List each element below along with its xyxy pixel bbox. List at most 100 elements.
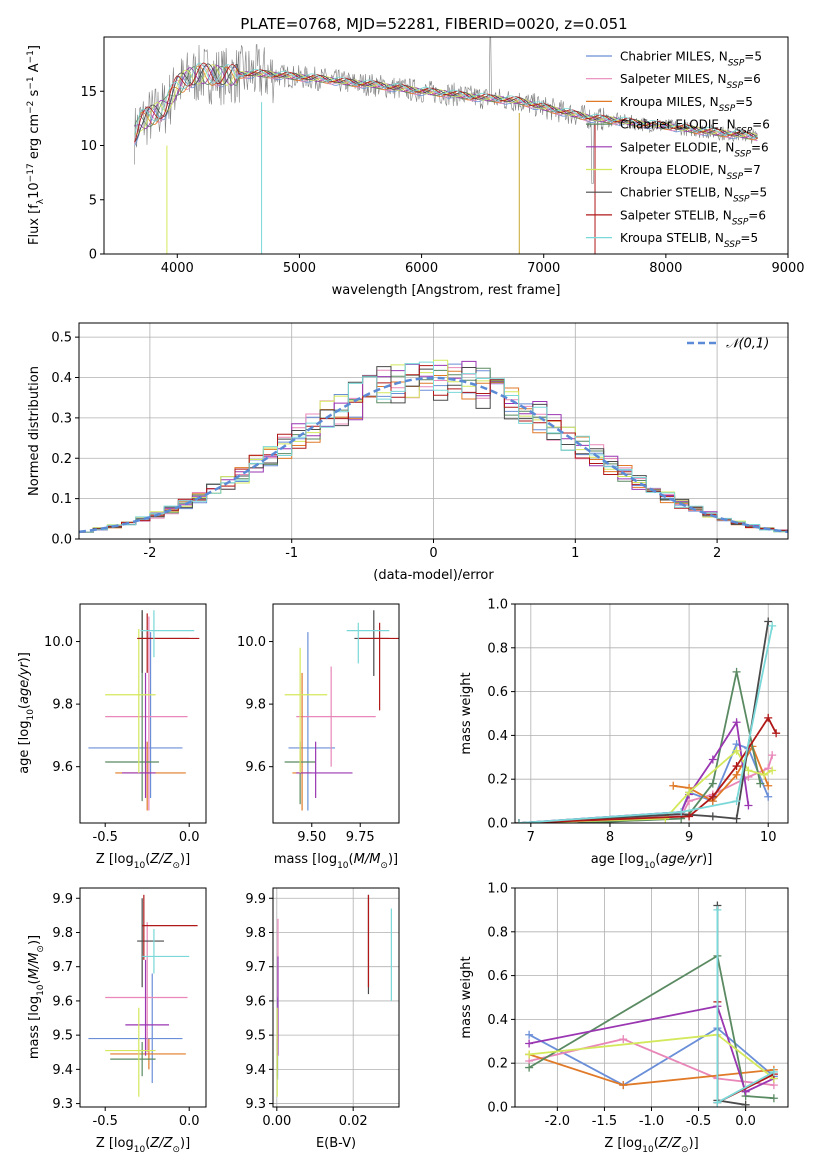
weight_vs_age-panel: 7 8 9 10 0.0 0.2 0.4 0.6 0.8 1.0 age [log10(age/yr… — [459, 598, 789, 871]
errorbar-point — [110, 1038, 186, 1070]
errorbar-point — [142, 929, 190, 974]
residuals-xtick-label: 1 — [571, 546, 579, 561]
weight-series-line — [518, 621, 770, 823]
weight-marker — [708, 792, 717, 801]
residuals-y-axis-label: Normed distribution — [27, 366, 42, 496]
mass_vs_ebv-ytick-label: 9.8 — [245, 926, 266, 941]
weight-marker — [760, 770, 769, 779]
errorbar-point — [105, 616, 188, 811]
spectrum-y-axis-label: Flux [fλ10−17 erg cm−2 s−1 A−1] — [26, 45, 46, 245]
weight-series-line — [518, 625, 774, 823]
spectrum-x-axis-label: wavelength [Angstrom, rest frame] — [332, 283, 561, 298]
histogram-series — [79, 361, 788, 533]
errorbar-point — [88, 973, 183, 1084]
legend-label: Salpeter STELIB, NSSP=6 — [620, 208, 766, 227]
age_vs_Z-xtick-label: 0.0 — [179, 830, 200, 845]
weight_vs_age-y-axis-label: mass weight — [459, 672, 474, 754]
mass_vs_ebv-ytick-label: 9.7 — [245, 960, 266, 975]
weight_vs_Z-xtick-label: -2.0 — [545, 1114, 570, 1129]
weight-marker — [764, 792, 773, 801]
age_vs_Z-frame — [79, 603, 207, 824]
errorbar-point — [296, 666, 376, 767]
weight_vs_Z-xtick-label: -0.5 — [686, 1114, 711, 1129]
weight_vs_age-ytick-label: 0.2 — [487, 773, 508, 788]
weight-marker — [744, 801, 753, 810]
weight-marker — [619, 1081, 628, 1090]
weight-series-line — [518, 719, 750, 823]
spectrum-ytick-label: 5 — [89, 193, 97, 208]
weight_vs_Z-ytick-label: 0.2 — [487, 1057, 508, 1072]
weight_vs_Z-xtick-label: -1.5 — [592, 1114, 617, 1129]
weight-marker — [713, 1098, 722, 1107]
weight_vs_Z-panel: -2.0 -1.5 -1.0 -0.5 0.0 0.0 0.2 0.4 0.6 0.8 1.0 Z [… — [459, 882, 789, 1155]
residuals-ytick-label: 0.3 — [51, 411, 72, 426]
errorbar-point — [137, 613, 200, 673]
weight_vs_age-plot-area — [515, 617, 781, 823]
weight_vs_age-x-axis-label: age [log10(age/yr)] — [591, 852, 713, 871]
mass_vs_Z-ytick-label: 9.6 — [52, 994, 73, 1009]
residuals-ytick-label: 0.1 — [51, 492, 72, 507]
spectrum-xtick-label: 5000 — [283, 261, 316, 276]
errorbar-point — [358, 622, 399, 711]
spectrum-ytick-label: 0 — [89, 248, 97, 263]
mass_vs_Z-ytick-label: 9.7 — [52, 960, 73, 975]
age_vs_mass-plot-area — [284, 610, 399, 811]
errorbar-point — [292, 672, 312, 811]
legend-label: Kroupa STELIB, NSSP=5 — [620, 231, 758, 250]
weight_vs_Z-ytick-label: 0.0 — [487, 1101, 508, 1116]
age_vs_Z-ytick-label: 9.6 — [52, 760, 73, 775]
weight_vs_Z-ytick-label: 1.0 — [487, 882, 508, 897]
weight-marker — [685, 812, 694, 821]
age_vs_Z-y-axis-label: age [log10(age/yr)] — [17, 652, 36, 774]
gaussian-curve — [79, 376, 788, 534]
weight-marker — [732, 770, 741, 779]
weight_vs_age-xtick-label: 8 — [606, 830, 614, 845]
mass_vs_ebv-ytick-label: 9.4 — [245, 1063, 266, 1078]
weight-marker — [525, 1050, 534, 1059]
mass_vs_ebv-xtick-label: 0.00 — [262, 1114, 291, 1129]
residuals-ytick-label: 0.5 — [51, 331, 72, 346]
age_vs_mass-xtick-label: 9.75 — [346, 830, 375, 845]
weight-marker — [732, 762, 741, 771]
weight_vs_age-ytick-label: 0.4 — [487, 729, 508, 744]
errorbar-point — [105, 1007, 156, 1097]
mass_vs_Z-x-axis-label: Z [log10(Z/Z⊙)] — [96, 1136, 190, 1155]
weight_vs_age-xtick-label: 9 — [685, 830, 693, 845]
legend-label: 𝒩(0,1) — [726, 337, 769, 352]
legend-label: Chabrier ELODIE, NSSP=6 — [620, 118, 770, 137]
weight-marker — [732, 667, 741, 676]
weight_vs_age-ytick-label: 0.6 — [487, 685, 508, 700]
spectrum-model-line — [134, 62, 758, 143]
mass_vs_Z-ytick-label: 9.8 — [52, 926, 73, 941]
residuals-ytick-label: 0.4 — [51, 371, 72, 386]
errorbar-point — [88, 632, 183, 798]
spectrum-xtick-label: 8000 — [649, 261, 682, 276]
mass_vs_ebv-plot-area — [276, 894, 392, 1097]
weight_vs_Z-plot-area — [525, 901, 778, 1107]
weight-marker — [525, 1063, 534, 1072]
age_vs_mass-xtick-label: 9.50 — [297, 830, 326, 845]
weight-marker — [708, 755, 717, 764]
weight_vs_Z-ytick-label: 0.6 — [487, 969, 508, 984]
weight-marker — [741, 1100, 750, 1107]
spectrum-xtick-label: 4000 — [161, 261, 194, 276]
figure-title: PLATE=0768, MJD=52281, FIBERID=0020, z=0… — [240, 15, 627, 33]
spectrum-ytick-label: 10 — [80, 139, 97, 154]
residuals-plot-area — [79, 359, 788, 534]
mass_vs_Z-xtick-label: -0.5 — [93, 1114, 118, 1129]
legend-label: Salpeter MILES, NSSP=6 — [620, 72, 761, 91]
weight-marker — [772, 729, 781, 738]
weight-marker — [768, 621, 777, 630]
weight_vs_Z-xtick-label: -1.0 — [639, 1114, 664, 1129]
legend-label: Chabrier MILES, NSSP=5 — [620, 50, 762, 69]
mass_vs_ebv-xtick-label: 0.02 — [339, 1114, 368, 1129]
mass_vs_ebv-ytick-label: 9.9 — [245, 892, 266, 907]
weight-marker — [744, 766, 753, 775]
mass_vs_Z-ytick-label: 9.4 — [52, 1063, 73, 1078]
weight_vs_age-ytick-label: 1.0 — [487, 598, 508, 613]
age_vs_mass-panel: 9.50 9.75 9.6 9.8 10.0 mass [log10(M/M⊙)] — [237, 603, 400, 871]
spectrum-xtick-label: 6000 — [405, 261, 438, 276]
mass_vs_Z-ytick-label: 9.5 — [52, 1029, 73, 1044]
weight_vs_Z-ytick-label: 0.8 — [487, 925, 508, 940]
